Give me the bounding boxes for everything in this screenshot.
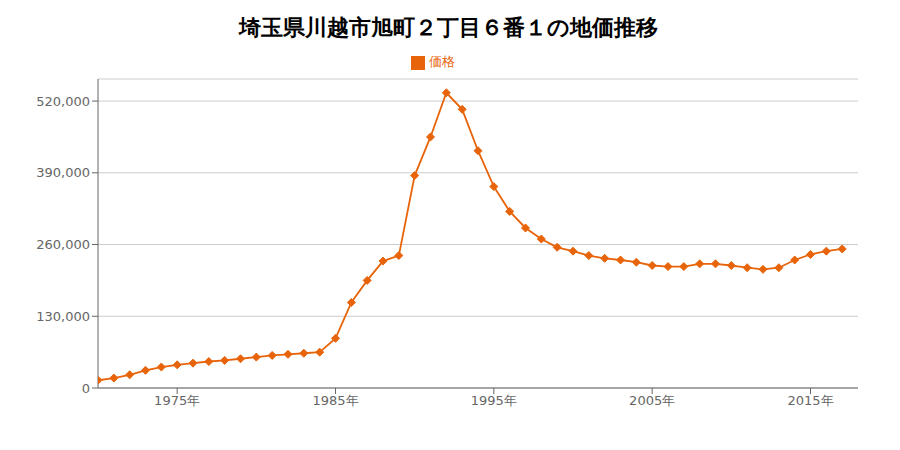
html-text:価格: 価格 <box>429 54 455 69</box>
svg-text:1985年: 1985年 <box>312 393 358 408</box>
svg-text:1995年: 1995年 <box>471 393 517 408</box>
svg-text:520,000: 520,000 <box>36 94 90 109</box>
svg-text:2005年: 2005年 <box>629 393 675 408</box>
html-text:埼玉県川越市旭町２丁目６番１の地価推移: 埼玉県川越市旭町２丁目６番１の地価推移 <box>238 15 658 40</box>
svg-text:1975年: 1975年 <box>154 393 200 408</box>
svg-text:0: 0 <box>82 381 90 396</box>
svg-text:2015年: 2015年 <box>787 393 833 408</box>
svg-text:260,000: 260,000 <box>36 237 90 252</box>
svg-text:130,000: 130,000 <box>36 309 90 324</box>
svg-text:390,000: 390,000 <box>36 165 90 180</box>
